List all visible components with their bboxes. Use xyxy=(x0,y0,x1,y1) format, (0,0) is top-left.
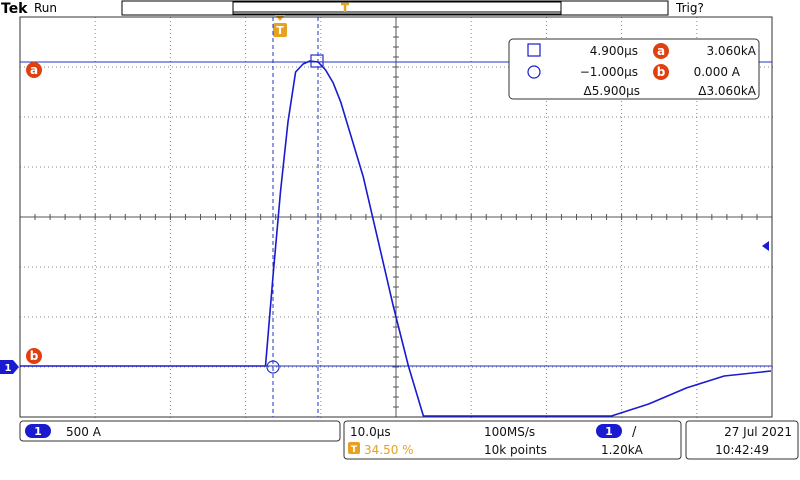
readout-delta-value: Δ3.060kA xyxy=(698,84,757,98)
record-length: 10k points xyxy=(484,443,547,457)
readout-b-label: b xyxy=(657,65,666,79)
trigger-source-badge[interactable] xyxy=(596,424,622,438)
channel-1-ground-marker[interactable] xyxy=(0,360,19,374)
readout-value-b: 0.000 A xyxy=(694,65,741,79)
channel-scale-panel[interactable] xyxy=(19,420,341,442)
readout-a-marker xyxy=(653,43,669,59)
trigger-position-icon xyxy=(348,442,360,454)
readout-delta-time: Δ5.900µs xyxy=(584,84,640,98)
channel-1-ground-label: 1 xyxy=(5,363,12,374)
readout-a-label: a xyxy=(657,44,665,58)
trigger-position-percent: 34.50 % xyxy=(364,443,414,457)
clock-panel xyxy=(685,420,799,460)
channel-1-badge[interactable] xyxy=(25,424,51,438)
time: 10:42:49 xyxy=(715,443,769,457)
cursor-2-circle-marker[interactable] xyxy=(266,360,280,374)
sample-rate: 100MS/s xyxy=(484,425,535,439)
readout-time-2: −1.000µs xyxy=(580,65,638,79)
cursor-readout-panel xyxy=(508,38,760,100)
trigger-position-icon-label: T xyxy=(351,445,358,455)
cursor-b-marker[interactable] xyxy=(26,348,42,364)
channel-1-badge-label: 1 xyxy=(34,425,42,438)
date: 27 Jul 2021 xyxy=(724,425,792,439)
readout-time-1: 4.900µs xyxy=(590,44,638,58)
trigger-status: Trig? xyxy=(675,1,704,15)
graticule-frame xyxy=(19,16,773,418)
readout-square-icon xyxy=(527,43,541,57)
cursor-b-marker-label: b xyxy=(30,349,39,363)
record-trigger-icon xyxy=(341,2,349,12)
readout-circle-icon xyxy=(527,65,541,79)
time-per-div: 10.0µs xyxy=(350,425,391,439)
readout-value-a: 3.060kA xyxy=(706,44,756,58)
record-window[interactable] xyxy=(232,1,562,15)
run-status: Run xyxy=(34,1,57,15)
trigger-arrow-icon[interactable] xyxy=(275,15,285,21)
waveform-trace-ch1 xyxy=(20,60,772,417)
trigger-marker-label: T xyxy=(276,24,284,37)
readout-b-marker xyxy=(653,64,669,80)
cursor-1-square-marker[interactable] xyxy=(310,54,324,68)
cursor-a-marker[interactable] xyxy=(26,62,42,78)
rising-edge-icon: / xyxy=(632,425,637,440)
trigger-position-marker[interactable] xyxy=(273,23,287,37)
brand-logo: Tek xyxy=(1,1,28,17)
trigger-level-arrow-icon[interactable] xyxy=(762,241,769,251)
trigger-source-label: 1 xyxy=(605,425,613,438)
cursor-a-marker-label: a xyxy=(30,63,38,77)
channel-scale-value: 500 A xyxy=(66,425,102,439)
trigger-level: 1.20kA xyxy=(601,443,644,457)
